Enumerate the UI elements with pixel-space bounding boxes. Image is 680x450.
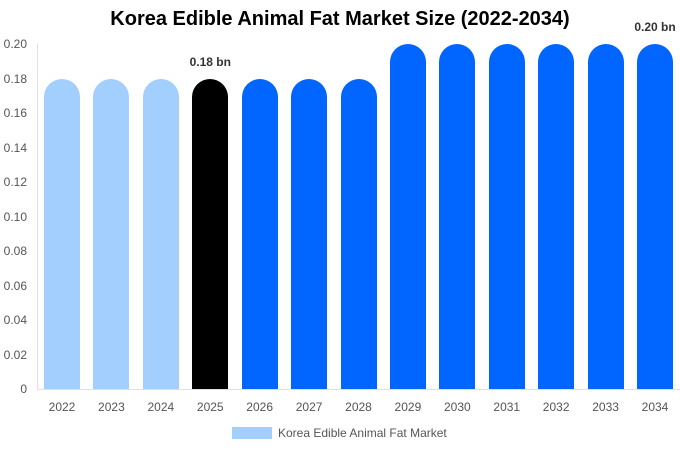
x-tick-label: 2032: [542, 400, 570, 414]
bar-2030[interactable]: [439, 44, 476, 389]
legend-label: Korea Edible Animal Fat Market: [278, 426, 447, 440]
y-tick-label: 0.18: [3, 71, 27, 86]
x-tick-label: 2034: [641, 400, 669, 414]
x-tick-label: 2031: [493, 400, 521, 414]
y-tick-label: 0.06: [3, 278, 27, 293]
bar-2025[interactable]: [192, 78, 229, 389]
y-tick-label: 0.14: [3, 140, 27, 155]
x-tick-label: 2022: [48, 400, 76, 414]
x-tick-label: 2033: [592, 400, 619, 414]
bar-2033[interactable]: [587, 44, 624, 389]
bar-2027[interactable]: [291, 78, 328, 389]
data-label-2025: 0.18 bn: [189, 54, 231, 69]
x-tick-label: 2030: [443, 400, 471, 414]
x-axis-line: [37, 389, 680, 390]
y-tick-label: 0.08: [3, 244, 27, 258]
y-tick-label: 0.04: [3, 313, 27, 327]
bar-2023[interactable]: [93, 78, 130, 389]
y-axis-line: [37, 44, 38, 390]
bar-2029[interactable]: [389, 44, 426, 389]
x-tick-label: 2025: [196, 400, 224, 414]
y-tick-label: 0.10: [3, 209, 27, 224]
bar-2031[interactable]: [488, 44, 525, 389]
bar-2028[interactable]: [340, 78, 377, 389]
bar-2034[interactable]: [637, 44, 673, 389]
bar-2024[interactable]: [142, 78, 179, 389]
bar-2032[interactable]: [538, 44, 575, 389]
x-tick-label: 2026: [246, 400, 273, 414]
x-tick-label: 2028: [345, 400, 372, 414]
x-tick-label: 2024: [147, 400, 175, 414]
bar-2026[interactable]: [241, 78, 278, 389]
y-tick-label: 0.12: [3, 175, 27, 189]
y-tick-label: 0.02: [3, 347, 27, 362]
x-tick-label: 2023: [98, 400, 125, 414]
x-tick-label: 2027: [295, 400, 323, 414]
legend-swatch: [232, 427, 272, 439]
chart-title: Korea Edible Animal Fat Market Size (202…: [110, 8, 570, 30]
x-tick-label: 2029: [394, 400, 422, 414]
y-tick-label: 0.20: [3, 37, 27, 51]
data-label-2034: 0.20 bn: [634, 20, 676, 34]
y-tick-label: 0.16: [3, 106, 27, 120]
legend[interactable]: Korea Edible Animal Fat Market: [232, 426, 447, 440]
bar-2022[interactable]: [44, 78, 80, 389]
y-tick-label: 0: [20, 382, 27, 396]
